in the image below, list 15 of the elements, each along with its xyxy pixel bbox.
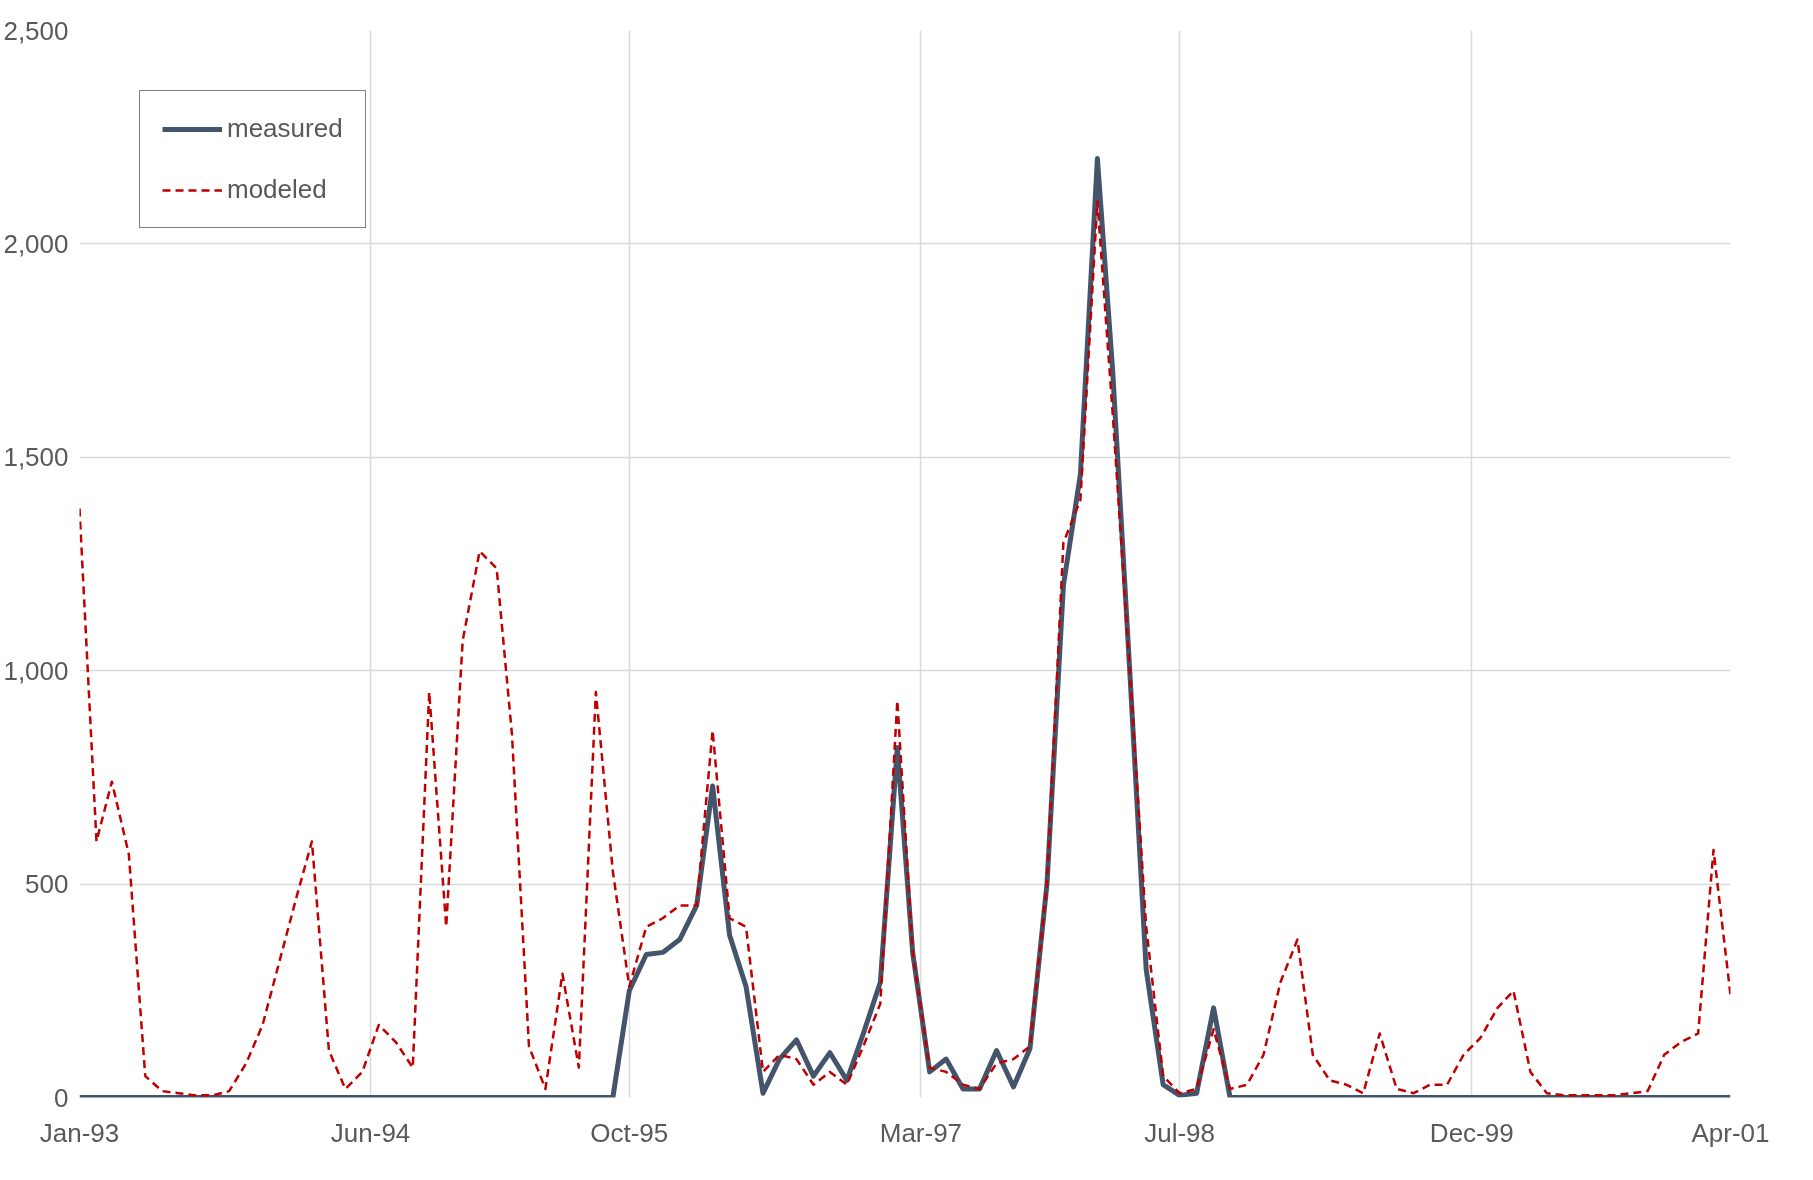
legend-label: measured [227, 113, 343, 144]
x-tick-label: Dec-99 [1429, 1117, 1514, 1148]
y-tick-label: 2,500 [3, 15, 69, 46]
x-tick-label: Jun-94 [330, 1117, 411, 1148]
y-tick-label: 1,000 [3, 655, 69, 686]
y-tick-label: 1,500 [3, 442, 69, 473]
y-tick-label: 500 [25, 869, 69, 900]
y-tick-label: 2,000 [3, 228, 69, 259]
x-tick-label: Mar-97 [879, 1117, 963, 1148]
x-tick-label: Apr-01 [1691, 1117, 1770, 1148]
legend-label: modeled [227, 174, 327, 205]
x-tick-label: Oct-95 [590, 1117, 669, 1148]
y-tick-label: 0 [54, 1082, 69, 1113]
x-tick-label: Jul-98 [1144, 1117, 1216, 1148]
x-tick-label: Jan-93 [39, 1117, 120, 1148]
